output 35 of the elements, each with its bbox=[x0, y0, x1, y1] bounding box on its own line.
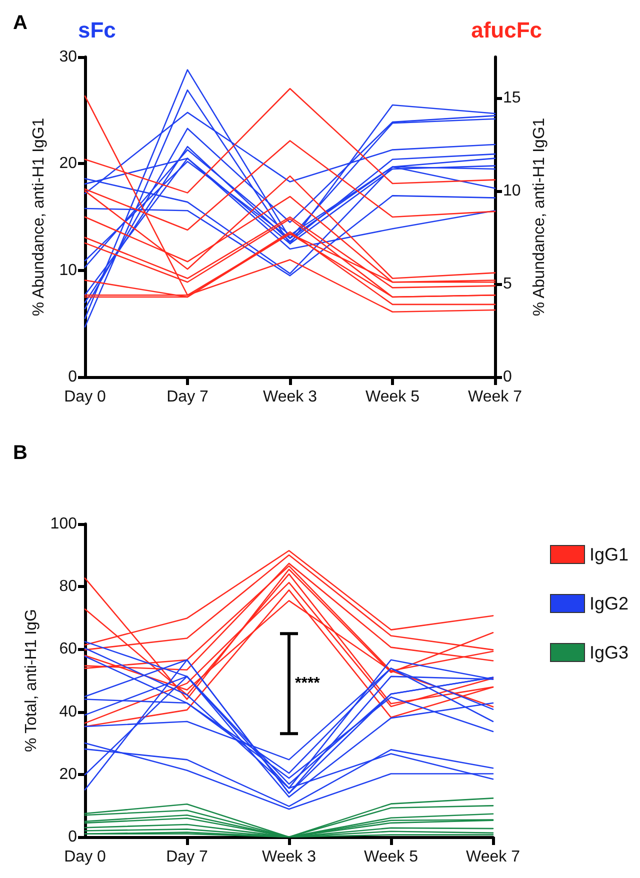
legend-label: IgG2 bbox=[590, 594, 629, 614]
x-tick-label: Week 7 bbox=[466, 848, 520, 866]
y-tick-label: 40 bbox=[59, 703, 78, 720]
x-tick-label: Week 3 bbox=[262, 848, 316, 866]
x-tick-label: Day 0 bbox=[64, 388, 106, 406]
y-tick-label: 80 bbox=[59, 578, 78, 596]
y2-tick-label: 10 bbox=[503, 182, 521, 200]
legend-label: IgG1 bbox=[590, 544, 629, 564]
chart-title: B bbox=[13, 442, 28, 464]
y-tick-label: 30 bbox=[59, 48, 78, 66]
x-tick-label: Week 7 bbox=[468, 388, 522, 406]
y-tick-label: 60 bbox=[59, 640, 78, 658]
x-tick-label: Week 5 bbox=[364, 848, 418, 866]
y2-tick-label: 15 bbox=[503, 89, 521, 106]
y-tick-label: 0 bbox=[68, 368, 78, 386]
x-tick-label: Day 7 bbox=[166, 388, 208, 406]
text: sFc bbox=[78, 18, 116, 42]
y-tick-label: 0 bbox=[68, 828, 78, 846]
y-tick-label: 20 bbox=[59, 766, 78, 783]
x-tick-label: Day 0 bbox=[64, 848, 106, 866]
y-tick-label: 100 bbox=[50, 516, 78, 532]
y-axis-title: % Abundance, anti-H1 IgG1 bbox=[30, 118, 48, 316]
chart-title: A bbox=[13, 12, 28, 34]
y-tick-label: 20 bbox=[59, 155, 78, 172]
y2-tick-label: 0 bbox=[503, 368, 512, 386]
annotation: **** bbox=[295, 675, 321, 692]
text: afucFc bbox=[471, 18, 542, 42]
y2-axis-title: % Abundance, anti-H1 IgG1 bbox=[531, 118, 548, 316]
x-tick-label: Day 7 bbox=[166, 848, 208, 866]
x-tick-label: Week 5 bbox=[366, 388, 420, 406]
x-tick-label: Week 3 bbox=[263, 388, 318, 406]
y-tick-label: 10 bbox=[59, 262, 78, 279]
y-axis-title: % Total, anti-H1 IgG bbox=[22, 609, 40, 752]
legend-label: IgG3 bbox=[590, 642, 629, 662]
y2-tick-label: 5 bbox=[503, 275, 512, 292]
